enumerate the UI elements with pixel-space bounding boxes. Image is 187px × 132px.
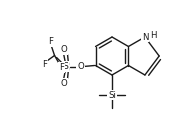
Text: Si: Si [108,91,116,100]
Text: F: F [42,60,47,69]
Text: O: O [60,45,67,54]
Text: O: O [60,79,67,88]
Text: S: S [63,62,68,71]
Text: O: O [77,62,84,71]
Text: F: F [48,37,53,46]
Text: N: N [142,32,148,41]
Text: F: F [59,63,64,72]
Text: H: H [150,32,156,41]
